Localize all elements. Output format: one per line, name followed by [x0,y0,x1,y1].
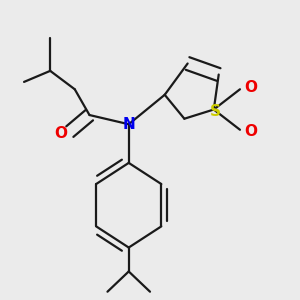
Text: O: O [54,126,67,141]
Text: O: O [244,124,257,139]
Text: S: S [210,104,221,119]
Text: O: O [244,80,257,95]
Text: N: N [122,117,135,132]
